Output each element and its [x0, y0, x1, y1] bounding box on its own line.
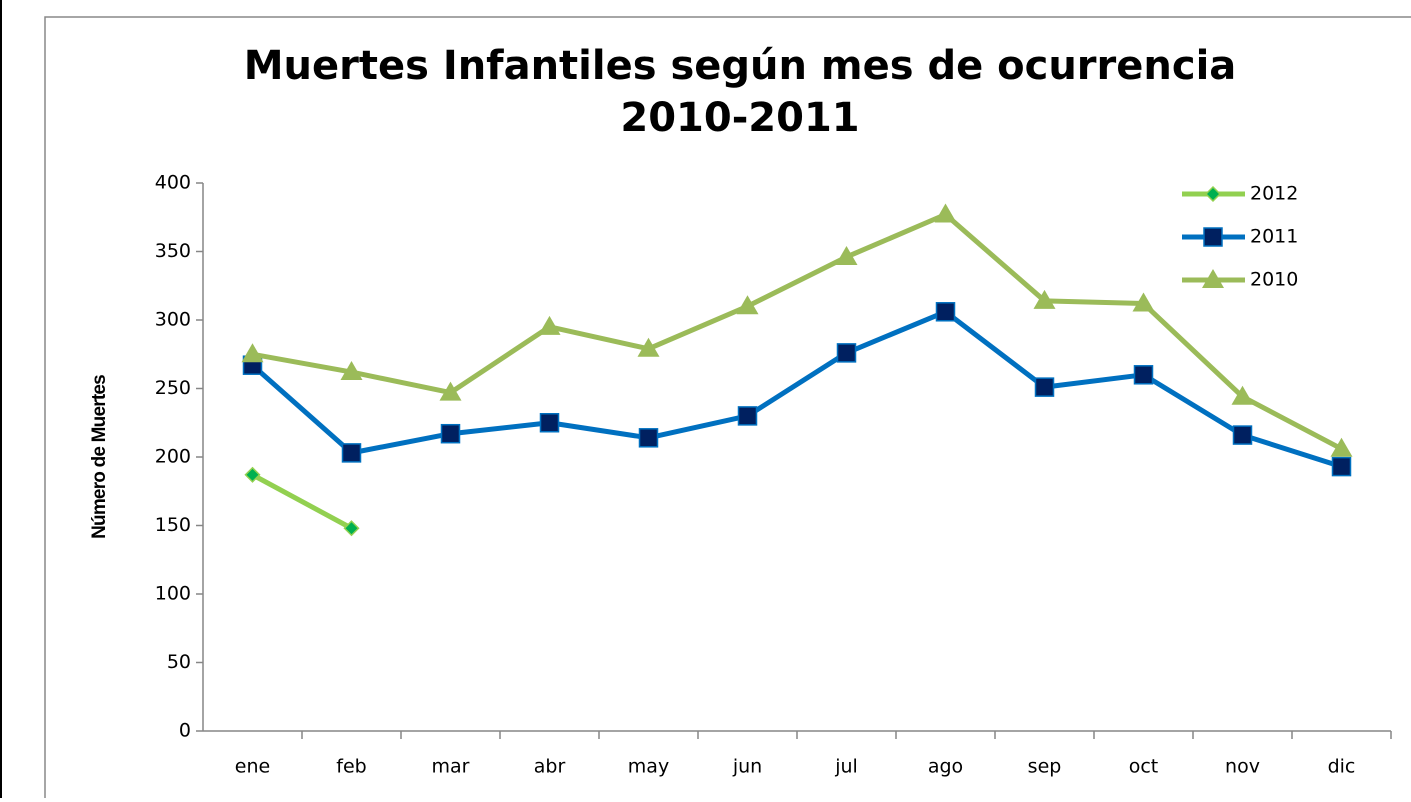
data-point	[934, 203, 957, 223]
x-tick-label: sep	[1028, 756, 1062, 778]
y-tick-label: 150	[155, 514, 191, 536]
x-tick-label: ene	[235, 756, 270, 778]
legend-marker	[1203, 227, 1223, 247]
data-point	[539, 413, 560, 433]
x-tick-label: ago	[928, 756, 963, 778]
y-tick-label: 350	[155, 240, 191, 262]
x-tick-label: nov	[1225, 756, 1260, 778]
y-tick-label: 250	[155, 377, 191, 399]
data-point	[1232, 425, 1253, 445]
x-tick-label: oct	[1129, 756, 1159, 778]
data-point	[1330, 437, 1353, 457]
y-axis-label: Número de Muertes	[89, 375, 110, 539]
data-point	[244, 466, 261, 483]
x-tick-label: may	[628, 756, 669, 778]
data-point	[538, 315, 561, 335]
chart-border	[44, 16, 1411, 802]
data-point	[935, 302, 956, 322]
chart-title: Muertes Infantiles según mes de ocurrenc…	[244, 43, 1237, 89]
legend-label: 2012	[1250, 183, 1298, 205]
chart-title: 2010-2011	[620, 95, 859, 141]
data-point	[439, 381, 462, 401]
y-tick-label: 300	[155, 309, 191, 331]
data-point	[343, 520, 360, 537]
data-point	[835, 245, 858, 265]
y-tick-label: 100	[155, 583, 191, 605]
data-point	[341, 443, 362, 463]
series-line	[252, 212, 1343, 451]
legend-label: 2010	[1250, 269, 1298, 291]
legend-marker	[1204, 185, 1222, 203]
y-tick-label: 400	[155, 172, 191, 194]
series-line	[250, 309, 1343, 469]
series-line	[251, 472, 353, 531]
x-tick-label: feb	[336, 756, 366, 778]
data-point	[637, 337, 660, 357]
x-tick-label: jun	[732, 756, 762, 778]
data-point	[638, 428, 659, 448]
data-point	[440, 423, 461, 444]
data-point	[340, 361, 363, 381]
y-tick-label: 50	[167, 651, 191, 673]
data-point	[1033, 289, 1056, 309]
data-point	[836, 343, 857, 363]
x-tick-label: abr	[534, 756, 566, 778]
legend-marker	[1202, 269, 1224, 288]
y-tick-label: 200	[155, 446, 191, 468]
data-point	[736, 295, 759, 315]
data-point	[1331, 456, 1352, 477]
x-tick-label: mar	[432, 756, 470, 778]
x-tick-label: dic	[1328, 756, 1356, 778]
data-point	[241, 343, 264, 363]
data-point	[1034, 377, 1055, 397]
y-tick-label: 0	[179, 720, 191, 742]
data-point	[1132, 292, 1155, 312]
legend-label: 2011	[1250, 226, 1298, 248]
data-point	[1231, 385, 1254, 405]
data-point	[1133, 365, 1154, 385]
x-tick-label: jul	[834, 756, 858, 778]
data-point	[737, 406, 758, 426]
